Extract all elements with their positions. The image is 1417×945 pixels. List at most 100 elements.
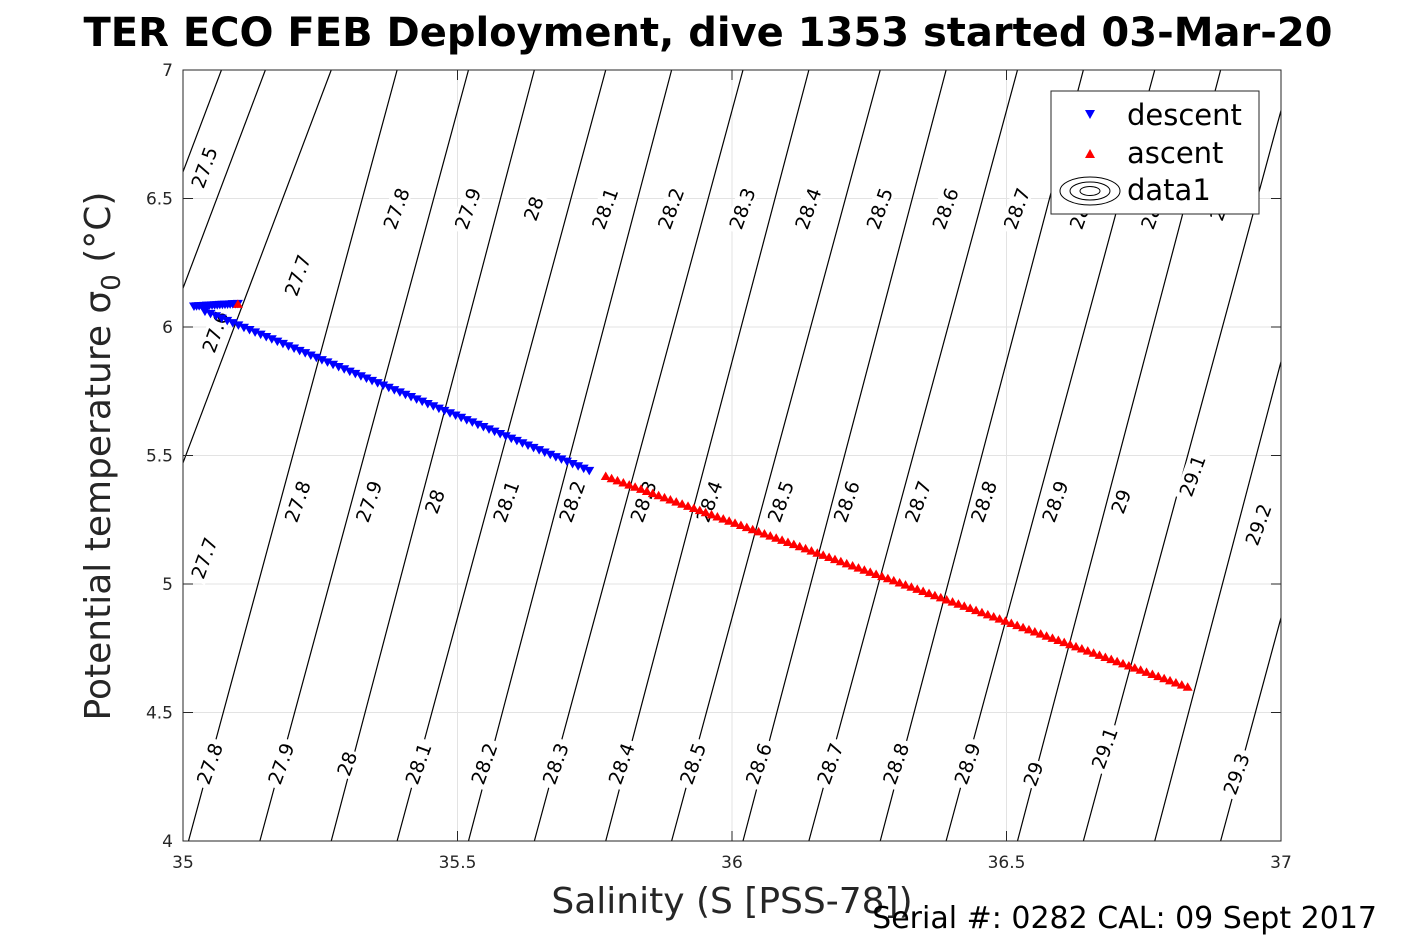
contour-label-backing bbox=[488, 474, 524, 529]
y-axis-ticks: 4 4.5 5 5.5 6 6.5 7 bbox=[146, 61, 1281, 852]
descent-point bbox=[539, 448, 550, 457]
descent-point bbox=[400, 390, 411, 400]
ascent-point bbox=[947, 597, 958, 606]
ascent-point bbox=[929, 590, 940, 600]
ascent-point bbox=[1147, 669, 1158, 679]
descent-point bbox=[344, 367, 355, 377]
descent-point bbox=[361, 374, 372, 384]
ascent-point bbox=[971, 605, 982, 615]
descent-point bbox=[445, 409, 456, 418]
ascent-series bbox=[232, 299, 1193, 691]
x-tick-label: 37 bbox=[1270, 853, 1292, 873]
contour-label-backing bbox=[1174, 448, 1211, 503]
ascent-point bbox=[665, 494, 676, 504]
ascent-point bbox=[735, 520, 746, 530]
contour-label-28: 28 bbox=[519, 191, 549, 226]
contour-line-27-9 bbox=[259, 70, 470, 841]
descent-point bbox=[484, 425, 495, 434]
contour-label-backing bbox=[652, 181, 689, 236]
descent-point bbox=[573, 462, 584, 471]
ascent-point bbox=[847, 560, 858, 570]
descent-point bbox=[233, 321, 244, 330]
ascent-point bbox=[759, 529, 770, 538]
ascent-point bbox=[818, 550, 829, 559]
contour-line-27-8 bbox=[187, 70, 398, 841]
ascent-point bbox=[1053, 635, 1064, 644]
descent-point bbox=[428, 402, 439, 411]
ascent-point bbox=[1000, 616, 1011, 625]
ascent-point bbox=[647, 488, 658, 498]
contour-line-28-5 bbox=[671, 70, 881, 841]
contour-line-28-4 bbox=[605, 70, 810, 841]
descent-point bbox=[584, 466, 595, 476]
ascent-point bbox=[718, 514, 729, 523]
ascent-point bbox=[612, 475, 623, 485]
x-tick-label: 36.5 bbox=[988, 853, 1026, 873]
descent-point bbox=[272, 337, 283, 347]
descent-point bbox=[567, 459, 578, 469]
ascent-point bbox=[630, 482, 641, 491]
contour-line-28-7 bbox=[808, 70, 1019, 841]
descent-point bbox=[417, 397, 428, 407]
ascent-point bbox=[765, 531, 776, 540]
ascent-point bbox=[924, 588, 935, 598]
ascent-point bbox=[912, 584, 923, 593]
descent-point bbox=[450, 411, 461, 420]
ascent-point bbox=[965, 603, 976, 613]
descent-point bbox=[378, 381, 389, 390]
ascent-point bbox=[824, 552, 835, 561]
serial-calibration-footer: Serial #: 0282 CAL: 09 Sept 2017 bbox=[872, 901, 1377, 936]
ascent-point bbox=[600, 471, 611, 481]
contour-label-backing bbox=[378, 181, 415, 236]
ascent-point bbox=[788, 539, 799, 549]
descent-point bbox=[406, 393, 417, 402]
descent-point bbox=[305, 351, 316, 360]
ascent-point bbox=[741, 522, 752, 532]
y-tick-label: 4 bbox=[162, 832, 173, 852]
ascent-point bbox=[935, 592, 946, 602]
x-tick-label: 35.5 bbox=[439, 853, 477, 873]
legend-ascent-marker bbox=[1085, 149, 1095, 158]
ascent-point bbox=[900, 580, 911, 589]
x-axis-ticks: 35 35.5 36 36.5 37 bbox=[172, 70, 1292, 873]
ascent-point bbox=[882, 573, 893, 583]
contour-label-backing bbox=[449, 181, 486, 236]
contour-label-backing bbox=[965, 474, 1002, 529]
ascent-point bbox=[1165, 675, 1176, 685]
legend-ascent-label: ascent bbox=[1127, 136, 1223, 170]
ascent-point bbox=[1047, 633, 1058, 642]
descent-point bbox=[461, 416, 472, 425]
descent-point bbox=[266, 335, 277, 344]
ascent-point bbox=[747, 524, 758, 534]
ascent-point bbox=[1029, 626, 1040, 636]
ascent-point bbox=[877, 571, 888, 581]
descent-point bbox=[439, 406, 450, 416]
legend-data1-label: data1 bbox=[1127, 173, 1211, 207]
ascent-point bbox=[1135, 665, 1146, 674]
contour-label-backing bbox=[1086, 721, 1123, 776]
descent-point bbox=[244, 326, 255, 335]
contour-label-backing bbox=[861, 181, 898, 236]
ascent-point bbox=[918, 586, 929, 596]
descent-point bbox=[255, 330, 266, 340]
ascent-point bbox=[829, 554, 840, 564]
contour-label-backing bbox=[674, 736, 711, 791]
contour-line-28-1 bbox=[396, 70, 607, 841]
ascent-point bbox=[677, 499, 688, 508]
ascent-point bbox=[1159, 673, 1170, 683]
contour-label-backing bbox=[691, 474, 728, 529]
descent-point bbox=[467, 418, 478, 427]
descent-point bbox=[283, 342, 294, 351]
ascent-point bbox=[1176, 680, 1187, 689]
descent-point bbox=[277, 339, 288, 349]
ascent-point bbox=[694, 505, 705, 515]
descent-point bbox=[227, 319, 238, 328]
contour-label-backing bbox=[828, 474, 865, 529]
descent-point bbox=[355, 372, 366, 381]
descent-point bbox=[561, 457, 572, 467]
ascent-point bbox=[1106, 654, 1117, 664]
ascent-point bbox=[976, 607, 987, 617]
y-tick-label: 5.5 bbox=[146, 447, 173, 467]
contour-label-backing bbox=[186, 140, 222, 195]
